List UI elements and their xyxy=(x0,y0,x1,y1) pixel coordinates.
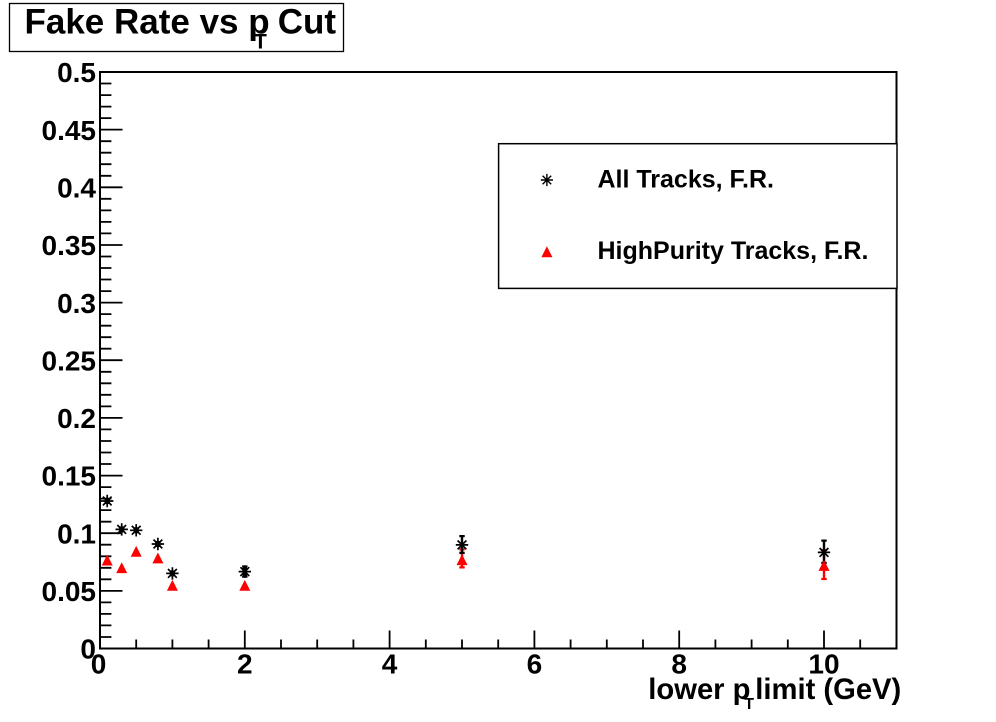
svg-text:HighPurity Tracks, F.R.: HighPurity Tracks, F.R. xyxy=(598,237,869,265)
svg-text:0.15: 0.15 xyxy=(42,461,97,492)
svg-text:0.3: 0.3 xyxy=(57,288,96,319)
svg-text:Cut: Cut xyxy=(268,3,336,42)
svg-text:0.5: 0.5 xyxy=(57,57,96,88)
svg-text:0: 0 xyxy=(91,649,107,680)
svg-text:2: 2 xyxy=(237,649,253,680)
svg-text:0.4: 0.4 xyxy=(57,173,96,204)
svg-text:0.2: 0.2 xyxy=(57,403,96,434)
svg-text:0.05: 0.05 xyxy=(42,576,97,607)
svg-text:limit (GeV): limit (GeV) xyxy=(755,674,901,706)
svg-text:4: 4 xyxy=(382,649,398,680)
svg-text:T: T xyxy=(744,696,754,713)
svg-text:10: 10 xyxy=(808,649,839,680)
svg-text:0.35: 0.35 xyxy=(42,230,97,261)
svg-text:All Tracks, F.R.: All Tracks, F.R. xyxy=(598,166,774,194)
svg-text:0: 0 xyxy=(80,634,96,665)
svg-text:lower p: lower p xyxy=(648,674,750,706)
svg-text:0.1: 0.1 xyxy=(57,518,96,549)
svg-text:Fake Rate vs p: Fake Rate vs p xyxy=(25,3,270,42)
svg-text:0.45: 0.45 xyxy=(42,115,97,146)
svg-text:0.25: 0.25 xyxy=(42,345,97,376)
svg-text:6: 6 xyxy=(527,649,543,680)
svg-text:T: T xyxy=(254,30,267,53)
svg-text:8: 8 xyxy=(671,649,687,680)
